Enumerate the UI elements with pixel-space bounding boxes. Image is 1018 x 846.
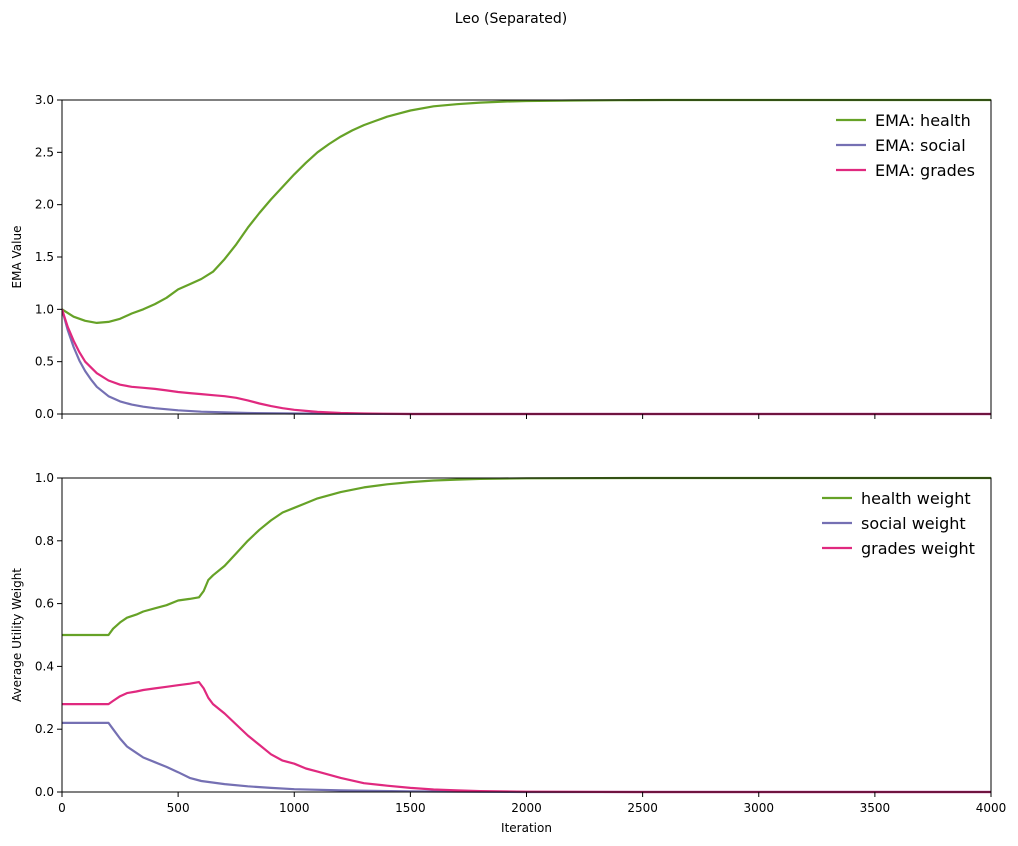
weight-x-tick-label: 1500 — [395, 801, 426, 815]
ema-y-tick-label: 1.0 — [35, 302, 54, 316]
weight-x-tick-label: 2500 — [627, 801, 658, 815]
ema-plot-frame — [61, 99, 992, 415]
ema-y-tick-label: 2.0 — [35, 198, 54, 212]
weight-y-axis-label: Average Utility Weight — [10, 568, 24, 702]
ema-legend-label: EMA: grades — [875, 161, 975, 180]
weight-x-tick-label: 3500 — [860, 801, 891, 815]
weight-series-line-grades-weight — [62, 680, 991, 794]
weight-x-tick-label: 1000 — [279, 801, 310, 815]
weight-legend: health weight social weight grades weight — [822, 489, 975, 558]
weight-plot-frame — [61, 477, 992, 793]
weight-y-tick-label: 0.4 — [35, 659, 54, 673]
ema-panel: 0.0 0.5 1.0 1.5 2.0 2.5 3.0 EMA Value EMA: healt… — [10, 93, 992, 421]
figure-title: Leo (Separated) — [455, 11, 567, 27]
weight-y-tick-label: 0.6 — [35, 597, 54, 611]
ema-y-tick-label: 1.5 — [35, 250, 54, 264]
weight-series-line-health-weight — [62, 476, 991, 637]
ema-y-tick-label: 3.0 — [35, 93, 54, 107]
weight-legend-label: health weight — [861, 489, 971, 508]
ema-y-tick-label: 0.5 — [35, 355, 54, 369]
weight-panel: 0 500 1000 1500 2000 2500 3000 3500 4000 0.0 0.2 0.… — [10, 471, 1006, 835]
weight-legend-label: social weight — [861, 514, 966, 533]
weight-x-axis-label: Iteration — [501, 821, 552, 835]
weight-y-tick-label: 0.0 — [35, 785, 54, 799]
ema-y-tick-label: 0.0 — [35, 407, 54, 421]
weight-x-tick-label: 3000 — [743, 801, 774, 815]
ema-legend-label: EMA: health — [875, 111, 971, 130]
ema-legend: EMA: health EMA: social EMA: grades — [836, 111, 975, 180]
weight-y-tick-label: 0.8 — [35, 534, 54, 548]
weight-legend-label: grades weight — [861, 539, 975, 558]
weight-x-tick-label: 2000 — [511, 801, 542, 815]
weight-series-line-social-weight — [62, 721, 991, 794]
weight-y-tick-label: 0.2 — [35, 722, 54, 736]
ema-series-line-ema-health — [62, 98, 991, 324]
weight-y-tick-label: 1.0 — [35, 471, 54, 485]
ema-y-axis-label: EMA Value — [10, 226, 24, 289]
ema-y-tick-label: 2.5 — [35, 145, 54, 159]
weight-x-tick-label: 500 — [167, 801, 190, 815]
ema-series-line-ema-grades — [62, 308, 991, 416]
weight-x-tick-label: 0 — [58, 801, 66, 815]
ema-series-line-ema-social — [62, 309, 991, 416]
ema-legend-label: EMA: social — [875, 136, 966, 155]
weight-x-tick-label: 4000 — [976, 801, 1007, 815]
